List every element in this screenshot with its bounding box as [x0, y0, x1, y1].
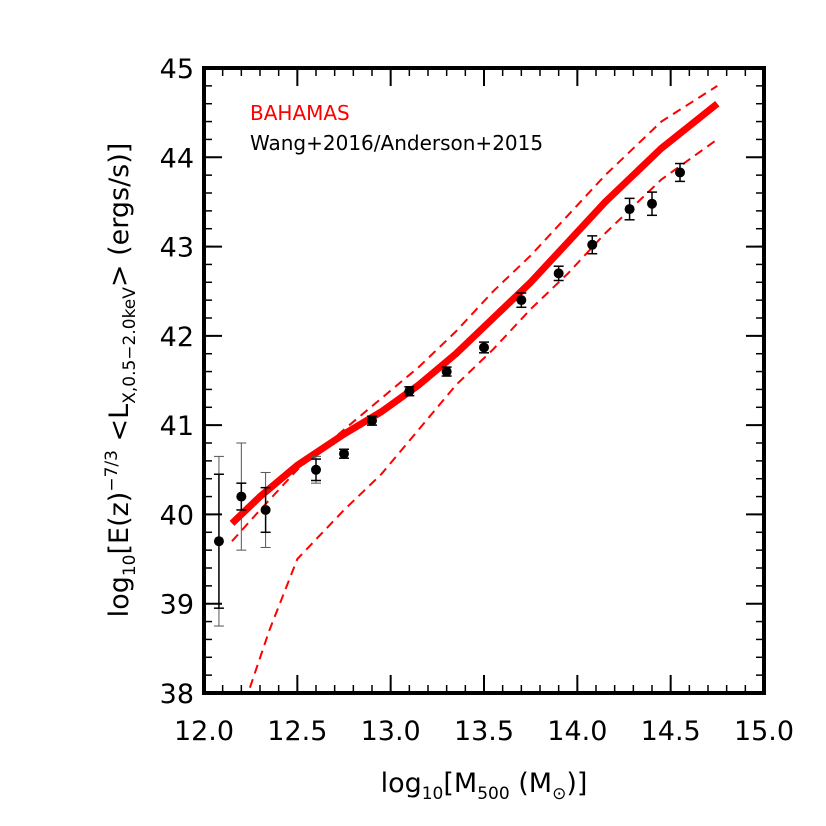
legend-entry-wang-anderson: Wang+2016/Anderson+2015 — [250, 131, 543, 155]
data-point — [260, 504, 271, 515]
legend-entry-bahamas: BAHAMAS — [250, 101, 350, 125]
data-point — [587, 239, 598, 250]
y-axis-label: log10[E(z)−7/3 <LX,0.5−2.0keV> (ergs/s)] — [102, 143, 140, 618]
x-tick-label: 13.0 — [361, 716, 421, 747]
x-tick-label: 15.0 — [734, 716, 794, 747]
data-point — [404, 386, 415, 397]
y-tick-label: 38 — [160, 679, 194, 710]
data-point — [367, 415, 377, 426]
data-point — [675, 167, 685, 178]
data-point — [441, 366, 452, 377]
data-point — [624, 204, 635, 215]
y-tick-label: 44 — [160, 143, 194, 174]
y-tick-label: 45 — [160, 54, 194, 85]
x-tick-label: 12.5 — [267, 716, 327, 747]
data-point — [479, 342, 489, 353]
plot-frame — [202, 66, 766, 695]
series-line-0 — [229, 100, 720, 526]
x-tick-label: 14.0 — [547, 716, 607, 747]
x-axis-label: log10[M500 (M⊙)] — [381, 768, 588, 804]
data-point — [647, 198, 657, 209]
x-tick-label: 14.5 — [641, 716, 701, 747]
data-point — [236, 491, 247, 502]
data-point — [311, 464, 321, 475]
y-tick-label: 39 — [160, 590, 194, 621]
data-point — [213, 536, 224, 547]
y-tick-label: 40 — [160, 500, 194, 531]
x-tick-label: 13.5 — [454, 716, 514, 747]
series-line-2 — [247, 138, 718, 693]
y-tick-label: 42 — [160, 322, 194, 353]
axis-ticks: 12.0 12.5 13.0 13.5 14.0 14.5 15.0 38 39 40 41 42 43… — [160, 54, 794, 747]
series-line-1 — [231, 85, 718, 542]
data-point — [553, 268, 564, 279]
data-point — [516, 295, 527, 306]
x-tick-label: 12.0 — [174, 716, 234, 747]
data-point — [339, 448, 349, 459]
y-tick-label: 41 — [160, 411, 194, 442]
plot-area — [213, 85, 720, 693]
y-tick-label: 43 — [160, 233, 194, 264]
